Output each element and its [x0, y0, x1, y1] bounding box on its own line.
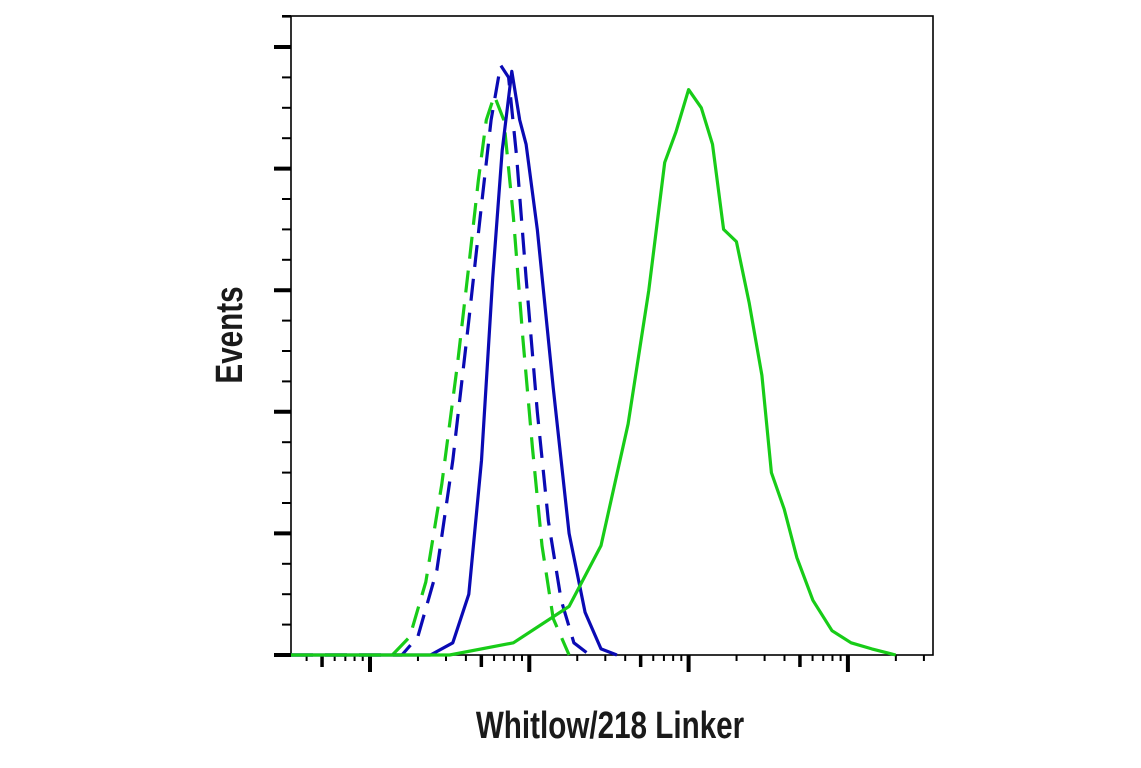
x-axis-ticks [305, 655, 925, 672]
y-axis-title: Events [209, 286, 251, 383]
series-blue-solid [291, 69, 618, 657]
plot-frame [290, 15, 934, 656]
x-axis-title: Whitlow/218 Linker [476, 705, 744, 747]
series-green-dashed [291, 94, 571, 657]
plot-border [290, 15, 934, 656]
series-green-solid [291, 88, 897, 657]
series-blue-dashed [291, 63, 591, 657]
y-axis-ticks [274, 15, 291, 657]
series-layer [291, 63, 897, 657]
